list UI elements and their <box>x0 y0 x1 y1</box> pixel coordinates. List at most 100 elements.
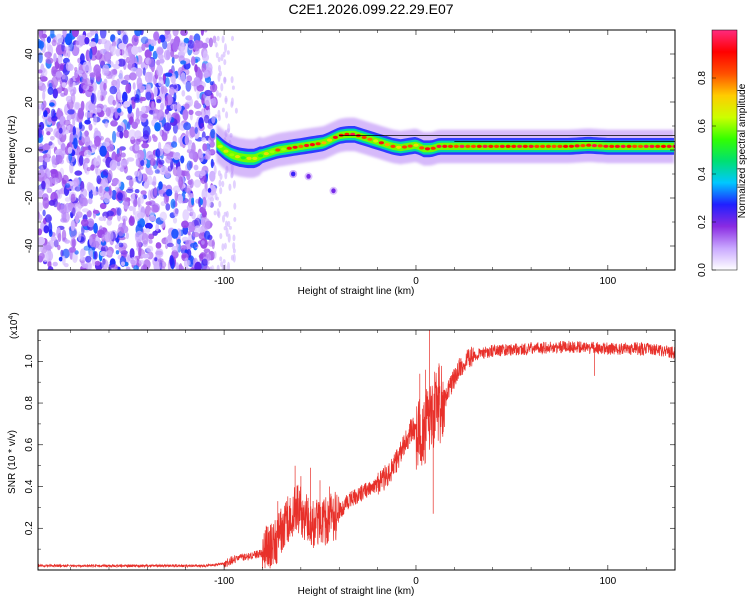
noise-cell <box>190 267 195 270</box>
noise-cell <box>105 121 108 129</box>
noise-cell <box>184 103 190 110</box>
noise-cell <box>222 215 225 223</box>
ridge-core <box>298 144 304 148</box>
noise-cell <box>169 86 175 96</box>
noise-cell <box>148 215 156 222</box>
noise-cell <box>112 130 117 143</box>
noise-cell <box>46 172 51 178</box>
noise-cell <box>138 260 145 265</box>
noise-cell <box>119 167 125 172</box>
noise-cell <box>233 202 237 210</box>
noise-cell <box>69 132 74 143</box>
noise-cell <box>232 248 236 254</box>
noise-cell <box>184 257 189 269</box>
noise-cell <box>38 52 43 64</box>
noise-cell <box>156 99 162 104</box>
spectrogram-ridge <box>216 117 675 178</box>
noise-cell <box>42 209 46 217</box>
noise-cell <box>202 196 207 209</box>
noise-cell <box>166 242 174 248</box>
noise-cell <box>155 248 164 258</box>
ridge-core <box>540 144 546 148</box>
noise-cell <box>94 260 101 266</box>
y-tick-label: 20 <box>24 96 35 108</box>
noise-cell <box>177 104 182 112</box>
noise-cell <box>204 230 211 240</box>
noise-cell <box>116 125 124 133</box>
noise-cell <box>152 256 160 267</box>
noise-cell <box>88 235 93 246</box>
ridge-core <box>632 144 638 148</box>
spectrogram-x-ticks: -100 0 100 <box>70 30 647 287</box>
noise-cell <box>152 50 158 60</box>
noise-cell <box>201 240 205 245</box>
noise-cell <box>186 160 192 171</box>
noise-cell <box>74 102 80 110</box>
noise-cell <box>218 179 222 187</box>
noise-cell <box>116 207 122 216</box>
noise-cell <box>81 263 89 268</box>
noise-cell <box>88 189 94 200</box>
noise-cell <box>86 210 92 218</box>
noise-cell <box>180 42 188 54</box>
noise-cell <box>208 184 217 196</box>
noise-cell <box>154 257 158 262</box>
ridge-core <box>586 143 592 147</box>
noise-cell <box>221 35 225 44</box>
noise-cell <box>194 64 198 73</box>
noise-cell <box>210 128 216 139</box>
noise-cell <box>120 261 126 267</box>
noise-cell <box>120 159 129 166</box>
noise-cell <box>57 244 61 251</box>
ridge-core <box>436 144 442 148</box>
noise-cell <box>210 98 214 103</box>
noise-cell <box>204 30 208 33</box>
noise-cell <box>56 107 61 119</box>
noise-cell <box>64 239 71 244</box>
noise-cell <box>172 217 178 224</box>
noise-cell <box>111 177 120 185</box>
noise-cell <box>93 223 98 234</box>
noise-cell <box>38 228 43 236</box>
noise-cell <box>76 70 84 74</box>
ridge-core <box>534 144 540 148</box>
noise-cell <box>226 128 230 133</box>
noise-cell <box>63 52 69 57</box>
noise-cell <box>53 53 57 63</box>
noise-cell <box>67 146 73 154</box>
noise-cell <box>72 126 77 137</box>
spectrogram-x-label: Height of straight line (km) <box>298 286 415 297</box>
noise-cell <box>52 88 58 99</box>
noise-cell <box>99 202 107 210</box>
noise-cell <box>141 113 149 119</box>
noise-cell <box>117 180 122 188</box>
noise-cell <box>80 188 88 198</box>
noise-cell <box>220 54 224 62</box>
noise-cell <box>90 164 95 171</box>
noise-cell <box>58 256 63 262</box>
spectrogram-blob <box>306 174 311 179</box>
ridge-core <box>637 144 644 148</box>
noise-cell <box>163 122 172 132</box>
noise-cell <box>56 202 62 211</box>
noise-cell <box>123 74 131 81</box>
noise-cell <box>221 243 225 251</box>
spectrogram-blobs <box>289 170 338 195</box>
noise-cell <box>109 159 117 171</box>
noise-cell <box>148 239 153 244</box>
noise-cell <box>78 35 85 47</box>
noise-cell <box>144 49 152 59</box>
noise-cell <box>133 199 138 207</box>
spectrogram-plot-area <box>38 30 675 270</box>
x-tick-label: 0 <box>413 276 419 287</box>
noise-cell <box>84 37 90 45</box>
noise-cell <box>70 89 76 97</box>
noise-cell <box>104 231 111 243</box>
noise-cell <box>43 116 49 126</box>
noise-cell <box>208 37 213 48</box>
noise-cell <box>165 77 170 88</box>
x-tick-label: 0 <box>413 576 419 587</box>
noise-cell <box>88 103 97 110</box>
noise-cell <box>187 192 193 198</box>
noise-cell <box>193 164 199 171</box>
